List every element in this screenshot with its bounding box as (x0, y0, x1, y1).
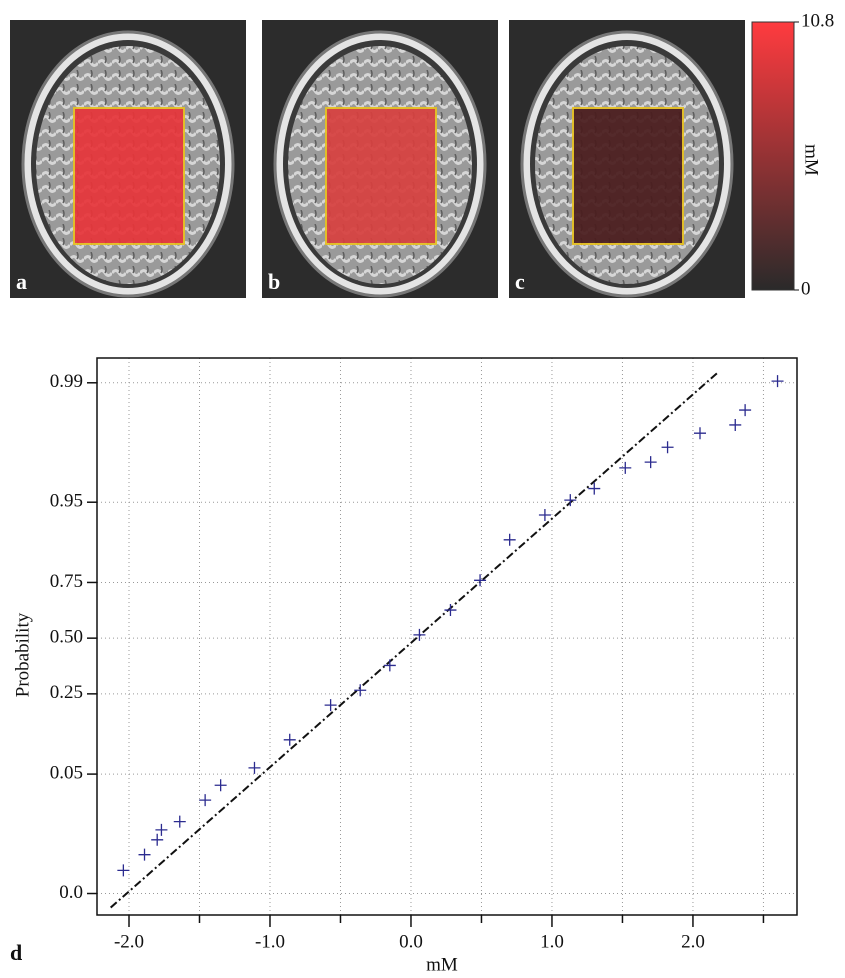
data-point (117, 864, 130, 877)
roi-overlay (73, 107, 185, 245)
data-point (248, 761, 261, 774)
data-point (661, 441, 674, 454)
x-axis-label: mM (426, 954, 458, 975)
data-point (413, 628, 426, 641)
data-point (474, 574, 487, 587)
roi-overlay (325, 107, 437, 245)
data-point (138, 848, 151, 861)
reference-line (110, 371, 719, 909)
data-point (283, 733, 296, 746)
data-point (155, 823, 168, 836)
colorbar-tick-label: 10.8 (801, 10, 834, 31)
y-tick-label: 0.50 (50, 627, 83, 648)
data-point (771, 375, 784, 388)
plot-frame (96, 357, 798, 916)
data-point (694, 427, 707, 440)
data-point (354, 684, 367, 697)
data-point (588, 482, 601, 495)
x-tick-label: -1.0 (255, 931, 285, 952)
data-point (644, 456, 657, 469)
panel-label: a (16, 269, 27, 294)
data-point (199, 794, 212, 807)
data-point (173, 815, 186, 828)
y-tick-label: 0.25 (50, 682, 83, 703)
y-tick-label: 0.95 (50, 491, 83, 512)
x-tick-label: 1.0 (540, 931, 564, 952)
y-axis-label: Probability (12, 612, 33, 697)
colorbar-tick-label: 0 (801, 278, 811, 299)
y-tick-label: 0.75 (50, 571, 83, 592)
data-point (444, 604, 457, 617)
panel-label: c (515, 269, 525, 294)
y-tick-label: 0.99 (50, 371, 83, 392)
colorbar (751, 21, 795, 291)
data-point (503, 533, 516, 546)
x-tick-label: 0.0 (399, 931, 423, 952)
data-point (729, 418, 742, 431)
data-point (739, 404, 752, 417)
colorbar-label: mM (801, 144, 822, 176)
data-point (324, 699, 337, 712)
data-point (538, 509, 551, 522)
data-point (564, 494, 577, 507)
data-point (619, 461, 632, 474)
x-tick-label: -2.0 (114, 931, 144, 952)
y-tick-label: 0.05 (50, 762, 83, 783)
x-tick-label: 2.0 (681, 931, 705, 952)
roi-overlay (572, 107, 684, 245)
data-point (383, 659, 396, 672)
data-point (214, 779, 227, 792)
y-tick-label: 0.0 (59, 882, 83, 903)
data-point (151, 833, 164, 846)
panel-label: d (10, 940, 22, 965)
panel-label: b (268, 269, 280, 294)
